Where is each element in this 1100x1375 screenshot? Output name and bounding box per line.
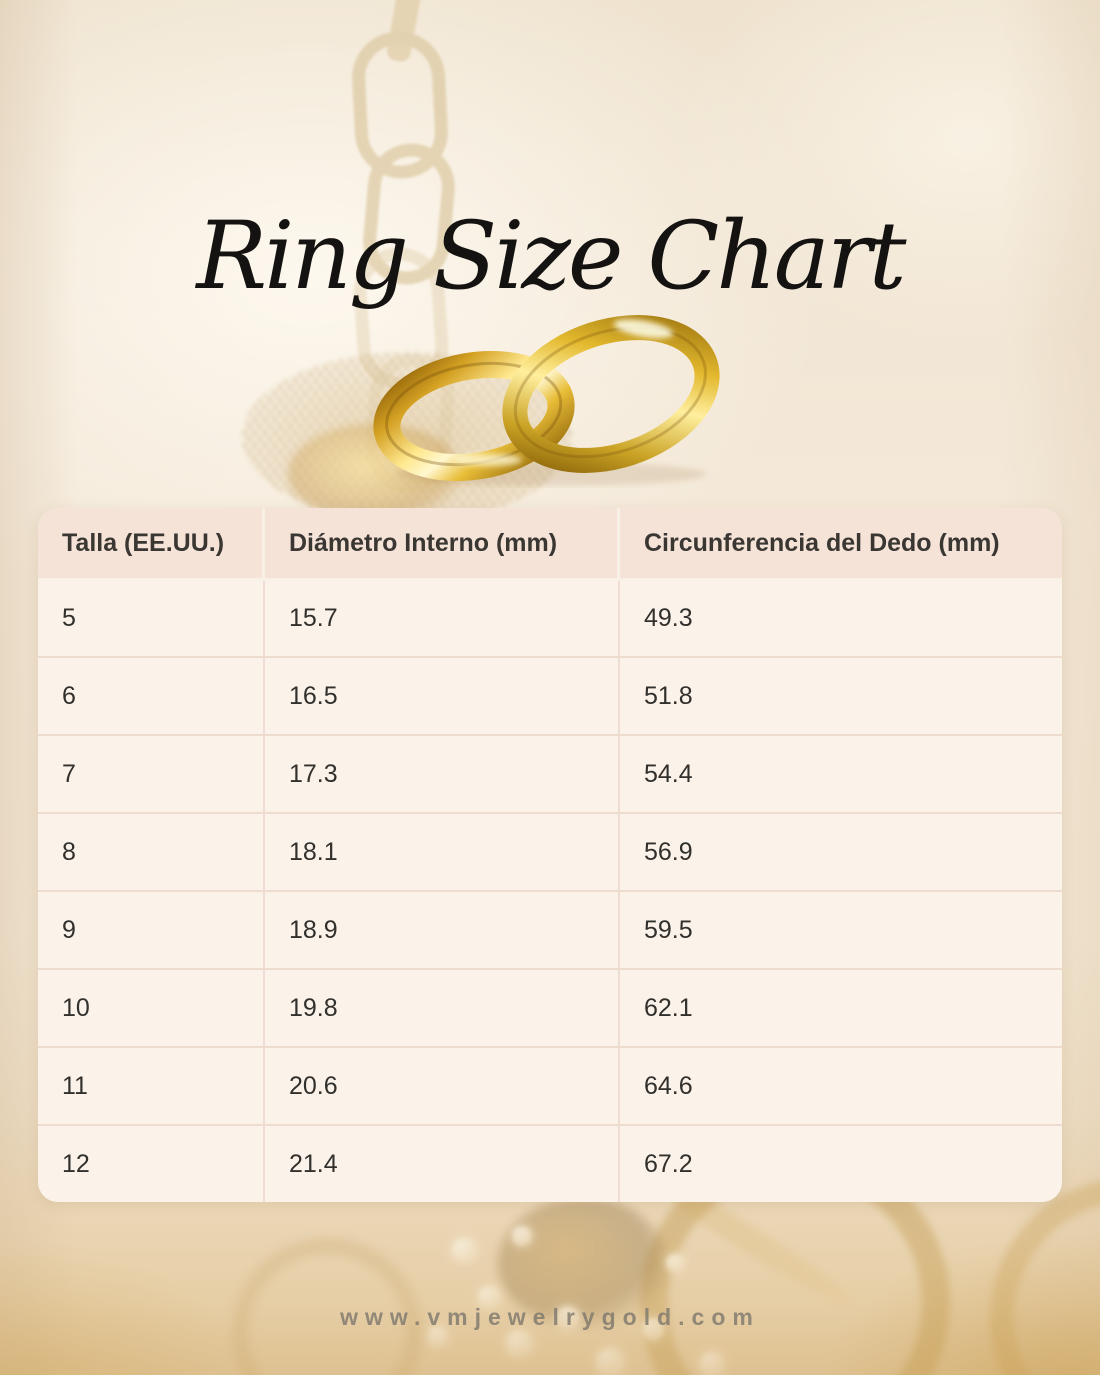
- cell-talla: 8: [38, 814, 265, 890]
- cell-talla: 10: [38, 970, 265, 1046]
- gold-hoop-blur: [990, 1178, 1100, 1375]
- table-row: 6 16.5 51.8: [38, 656, 1062, 734]
- table-row: 5 15.7 49.3: [38, 578, 1062, 656]
- cell-circunferencia: 49.3: [644, 604, 693, 632]
- column-header-circunferencia: Circunferencia del Dedo (mm): [644, 528, 1000, 557]
- cell-circunferencia: 59.5: [644, 915, 693, 944]
- ring-size-table: Talla (EE.UU.) Diámetro Interno (mm) Cir…: [38, 508, 1062, 1202]
- column-header-diametro: Diámetro Interno (mm): [265, 508, 620, 578]
- cell-diametro: 18.1: [265, 814, 620, 890]
- cell-circunferencia: 67.2: [644, 1149, 693, 1178]
- cell-diametro: 19.8: [265, 970, 620, 1046]
- page-title: Ring Size Chart: [196, 202, 906, 311]
- table-row: 9 18.9 59.5: [38, 890, 1062, 968]
- table-row: 12 21.4 67.2: [38, 1124, 1062, 1202]
- cell-circunferencia: 54.4: [644, 759, 693, 788]
- cell-talla: 11: [38, 1048, 265, 1124]
- cell-diametro: 16.5: [265, 658, 620, 734]
- table-row: 8 18.1 56.9: [38, 812, 1062, 890]
- pearl-dot: [596, 1348, 624, 1375]
- cell-talla: 9: [38, 892, 265, 968]
- cell-diametro: 20.6: [265, 1048, 620, 1124]
- cell-talla: 6: [38, 658, 265, 734]
- pearl-dot: [700, 1352, 724, 1375]
- cell-circunferencia: 51.8: [644, 681, 693, 710]
- cell-talla: 7: [38, 736, 265, 812]
- column-header-talla: Talla (EE.UU.): [38, 508, 265, 578]
- footer-url: www.vmjewelrygold.com: [340, 1304, 760, 1330]
- table-header-row: Talla (EE.UU.) Diámetro Interno (mm) Cir…: [38, 508, 1062, 578]
- cell-diametro: 15.7: [265, 581, 620, 656]
- cell-circunferencia: 64.6: [644, 1071, 693, 1100]
- cell-diametro: 21.4: [265, 1126, 620, 1202]
- cell-talla: 5: [38, 581, 265, 656]
- table-row: 7 17.3 54.4: [38, 734, 1062, 812]
- pearl-dot: [666, 1254, 684, 1272]
- cell-diametro: 18.9: [265, 892, 620, 968]
- cell-diametro: 17.3: [265, 736, 620, 812]
- pearl-dot: [452, 1238, 476, 1262]
- pearl-dot: [512, 1226, 532, 1246]
- cell-talla: 12: [38, 1126, 265, 1202]
- table-row: 10 19.8 62.1: [38, 968, 1062, 1046]
- pearl-dot: [506, 1330, 532, 1356]
- gold-rings-icon: [373, 315, 720, 486]
- cell-circunferencia: 56.9: [644, 837, 693, 866]
- table-row: 11 20.6 64.6: [38, 1046, 1062, 1124]
- cell-circunferencia: 62.1: [644, 993, 693, 1022]
